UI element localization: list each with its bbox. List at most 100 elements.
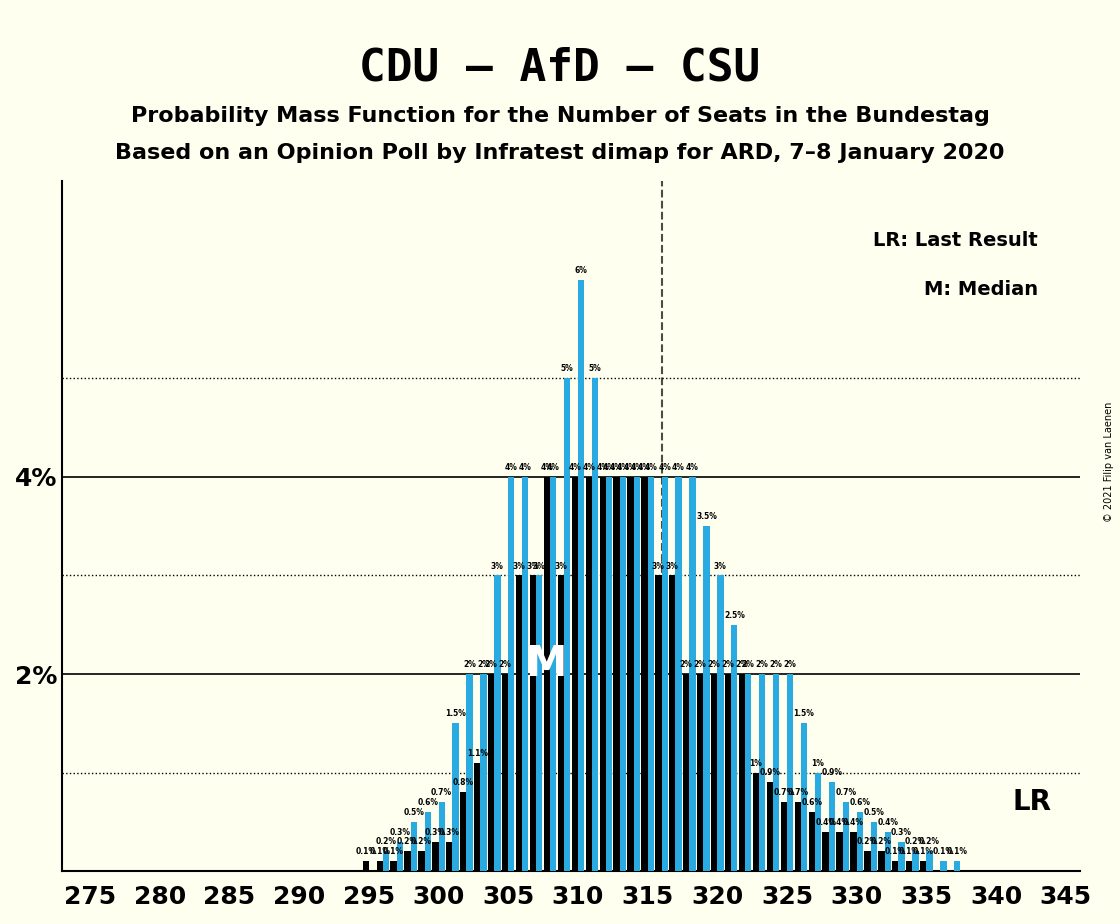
Bar [619,477,626,871]
Text: 3%: 3% [713,562,727,570]
Bar [809,812,815,871]
Text: 4%: 4% [505,463,517,472]
Bar [396,842,403,871]
Bar [842,802,849,871]
Bar [662,477,668,871]
Text: 2.5%: 2.5% [724,611,745,620]
Text: 0.3%: 0.3% [892,828,912,836]
Text: 4%: 4% [603,463,615,472]
Bar [801,723,808,871]
Bar [745,674,752,871]
Bar [411,821,417,871]
Bar [543,477,550,871]
Bar [865,851,870,871]
Bar [941,861,946,871]
Bar [759,674,765,871]
Bar [404,851,411,871]
Text: 1%: 1% [749,759,763,768]
Bar [536,576,542,871]
Text: 0.2%: 0.2% [871,837,892,846]
Bar [424,812,431,871]
Bar [829,783,836,871]
Text: 0.2%: 0.2% [375,837,396,846]
Bar [446,842,452,871]
Text: Probability Mass Function for the Number of Seats in the Bundestag: Probability Mass Function for the Number… [131,106,989,127]
Text: 2%: 2% [708,660,720,669]
Bar [753,772,759,871]
Text: 4%: 4% [582,463,595,472]
Text: 2%: 2% [756,660,768,669]
Text: 4%: 4% [616,463,629,472]
Text: 0.1%: 0.1% [370,847,390,857]
Text: 1.5%: 1.5% [445,710,466,718]
Text: 4%: 4% [644,463,657,472]
Text: 3%: 3% [526,562,540,570]
Text: 0.4%: 0.4% [815,818,837,827]
Bar [683,674,690,871]
Text: 4%: 4% [541,463,553,472]
Text: 0.5%: 0.5% [864,808,884,817]
Text: 0.5%: 0.5% [403,808,424,817]
Bar [837,832,842,871]
Text: 1%: 1% [812,759,824,768]
Text: 3%: 3% [513,562,525,570]
Bar [906,861,913,871]
Bar [439,802,445,871]
Text: 4%: 4% [519,463,532,472]
Bar [432,842,439,871]
Text: 1.5%: 1.5% [794,710,814,718]
Bar [878,851,885,871]
Bar [488,674,494,871]
Text: 2%: 2% [498,660,512,669]
Text: 4%: 4% [568,463,581,472]
Bar [474,762,480,871]
Text: 0.2%: 0.2% [918,837,940,846]
Bar [725,674,731,871]
Bar [794,802,801,871]
Text: 3.5%: 3.5% [696,512,717,521]
Bar [767,783,773,871]
Bar [655,576,662,871]
Text: 4%: 4% [610,463,623,472]
Bar [558,576,564,871]
Bar [739,674,745,871]
Text: 0.4%: 0.4% [877,818,898,827]
Bar [926,851,933,871]
Bar [606,477,612,871]
Bar [898,842,905,871]
Bar [419,851,424,871]
Text: 0.6%: 0.6% [849,798,870,807]
Bar [885,832,890,871]
Bar [550,477,557,871]
Bar [920,861,926,871]
Text: 2%: 2% [784,660,796,669]
Bar [669,576,675,871]
Text: 2%: 2% [485,660,497,669]
Text: 2%: 2% [721,660,735,669]
Bar [508,477,514,871]
Text: Based on an Opinion Poll by Infratest dimap for ARD, 7–8 January 2020: Based on an Opinion Poll by Infratest di… [115,143,1005,164]
Bar [578,280,585,871]
Bar [787,674,793,871]
Bar [614,477,619,871]
Bar [376,861,383,871]
Text: © 2021 Filip van Laenen: © 2021 Filip van Laenen [1104,402,1114,522]
Bar [913,851,918,871]
Text: 0.1%: 0.1% [898,847,920,857]
Bar [675,477,682,871]
Text: 0.2%: 0.2% [857,837,878,846]
Text: 0.1%: 0.1% [383,847,404,857]
Bar [781,802,787,871]
Text: 0.2%: 0.2% [905,837,926,846]
Bar [857,812,862,871]
Bar [731,625,737,871]
Bar [480,674,486,871]
Text: 4%: 4% [687,463,699,472]
Text: 4%: 4% [672,463,685,472]
Text: LR: LR [1012,788,1052,816]
Text: 5%: 5% [589,364,601,373]
Text: 4%: 4% [631,463,643,472]
Text: 0.2%: 0.2% [396,837,418,846]
Bar [502,674,508,871]
Bar [850,832,857,871]
